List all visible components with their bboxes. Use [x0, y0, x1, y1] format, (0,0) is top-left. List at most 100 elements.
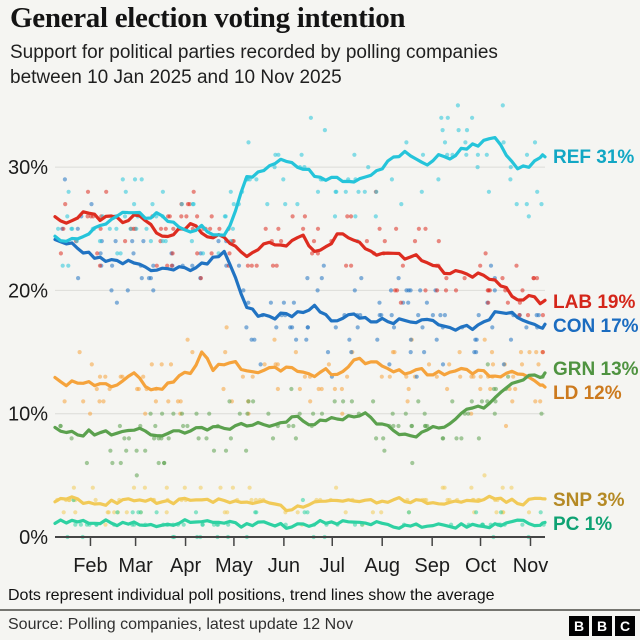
poll-dot-grn	[297, 411, 302, 416]
poll-dot-ld	[316, 386, 321, 392]
poll-dot-con	[141, 239, 146, 244]
poll-dot-lab	[486, 300, 491, 305]
poll-dot-lab	[423, 288, 428, 293]
poll-dot-grn	[441, 436, 446, 441]
poll-dot-ref	[265, 202, 270, 207]
poll-dot-ld	[223, 350, 228, 355]
poll-dot-ld	[482, 337, 487, 342]
poll-dot-lab	[302, 214, 307, 219]
poll-dot-con	[246, 300, 251, 305]
poll-dot-pc	[73, 522, 78, 527]
poll-dot-ref	[514, 202, 519, 207]
poll-dot-ld	[319, 386, 324, 392]
poll-dot-con	[110, 263, 115, 268]
poll-dot-snp	[93, 497, 98, 503]
poll-dot-lab	[249, 263, 254, 268]
poll-dot-ref	[464, 128, 470, 133]
poll-dot-lab	[514, 263, 519, 268]
y-axis-labels: 0% 10% 20% 30%	[8, 157, 48, 549]
poll-dot-ld	[275, 386, 280, 392]
poll-dot-ld	[518, 350, 524, 355]
poll-dot-grn	[391, 423, 396, 429]
poll-dot-lab	[505, 300, 510, 305]
x-tick-label: Nov	[513, 555, 549, 577]
poll-dot-grn	[118, 460, 123, 466]
poll-dot-grn	[450, 399, 455, 404]
x-tick-label: Jun	[268, 555, 300, 577]
poll-dot-lab	[245, 263, 250, 268]
poll-dot-con	[391, 325, 397, 330]
series-label-grn: GRN 13%	[553, 359, 639, 380]
poll-dot-pc	[538, 510, 543, 515]
poll-dot-con	[151, 263, 156, 268]
poll-dot-lab	[184, 214, 189, 219]
poll-dot-grn	[237, 411, 242, 416]
poll-dot-con	[216, 239, 221, 244]
poll-dot-lab	[444, 276, 449, 281]
poll-dot-ref	[334, 189, 339, 194]
poll-dot-ref	[160, 189, 165, 194]
poll-dot-ld	[141, 374, 146, 379]
poll-dot-con	[288, 325, 293, 330]
poll-dot-lab	[274, 263, 279, 268]
poll-dot-ref	[362, 189, 367, 194]
poll-dot-ref	[150, 202, 155, 207]
poll-dot-lab	[412, 239, 418, 244]
poll-dot-lab	[315, 226, 321, 231]
poll-dot-pc	[193, 510, 199, 515]
poll-dot-snp	[295, 510, 300, 515]
poll-dot-ld	[175, 399, 181, 404]
poll-dot-con	[422, 350, 427, 355]
poll-dot-ld	[221, 386, 226, 392]
poll-dot-ref	[463, 140, 468, 145]
poll-dot-ld	[404, 374, 409, 379]
poll-dot-ref	[315, 189, 321, 194]
poll-dot-ref	[160, 239, 165, 244]
trend-line-ref	[53, 136, 547, 243]
poll-dot-pc	[200, 522, 205, 527]
poll-dot-snp	[198, 485, 203, 490]
poll-dot-lab	[208, 226, 213, 231]
poll-dot-grn	[196, 436, 201, 441]
poll-dot-snp	[526, 510, 532, 515]
poll-dot-lab	[263, 226, 268, 231]
poll-dot-lab	[344, 263, 349, 268]
footer-divider	[0, 609, 640, 611]
poll-dot-ref	[539, 202, 544, 207]
poll-dot-grn	[466, 411, 471, 416]
poll-dot-grn	[349, 399, 354, 404]
poll-dot-ld	[510, 399, 515, 404]
poll-dot-grn	[396, 423, 401, 429]
poll-dot-grn	[153, 423, 158, 429]
poll-dot-grn	[539, 411, 544, 416]
poll-dot-ld	[250, 374, 255, 379]
poll-dot-grn	[148, 411, 153, 416]
poll-dot-lab	[453, 288, 459, 293]
poll-dot-pc	[300, 497, 305, 503]
poll-dot-ld	[527, 350, 532, 355]
poll-dot-ld	[326, 362, 331, 367]
x-tick-label: Aug	[364, 555, 400, 577]
poll-dot-lab	[191, 189, 196, 194]
poll-dot-ref	[123, 189, 128, 194]
poll-dot-con	[375, 337, 380, 342]
poll-dot-snp	[71, 485, 76, 490]
poll-dot-lab	[195, 251, 200, 256]
poll-dot-grn	[245, 411, 250, 416]
poll-dot-snp	[500, 485, 505, 490]
poll-dot-lab	[540, 350, 546, 355]
poll-dot-ref	[139, 177, 144, 182]
poll-dot-grn	[58, 423, 63, 429]
poll-dot-grn	[422, 411, 427, 416]
x-tick-label: Mar	[118, 555, 153, 577]
poll-dot-con	[131, 251, 136, 256]
poll-dot-ld	[490, 362, 496, 367]
poll-dot-pc	[305, 510, 310, 515]
poll-dot-ld	[168, 362, 174, 367]
poll-dot-grn	[117, 423, 122, 429]
series-label-ref: REF 31%	[553, 147, 634, 168]
poll-dot-ld	[240, 374, 245, 379]
poll-dot-lab	[398, 300, 403, 305]
poll-dot-con	[406, 300, 411, 305]
poll-dot-pc	[520, 522, 525, 527]
